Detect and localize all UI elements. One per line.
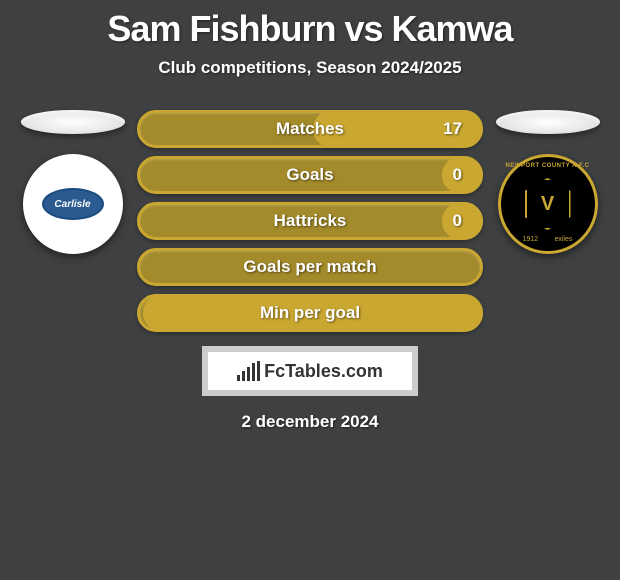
player-right-avatar — [496, 110, 600, 134]
club-badge-right-year: 1912 — [523, 236, 539, 243]
stat-right-value: 0 — [453, 211, 462, 231]
club-badge-right-bottom-text: 1912 exiles — [501, 236, 595, 243]
club-badge-right: NEWPORT COUNTY A.F.C V 1912 exiles — [498, 154, 598, 254]
club-badge-left-label: Carlisle — [42, 188, 104, 220]
stat-label: Matches — [276, 119, 344, 139]
stat-label: Hattricks — [274, 211, 347, 231]
stat-right-value: 17 — [443, 119, 462, 139]
watermark-logo: FcTables.com — [202, 346, 418, 396]
watermark-logo-text: FcTables.com — [264, 361, 383, 382]
club-badge-right-top-text: NEWPORT COUNTY A.F.C — [501, 163, 595, 169]
stat-label: Goals per match — [243, 257, 376, 277]
stat-bar: Hattricks 0 — [137, 202, 483, 240]
club-badge-right-shield: V — [525, 178, 571, 230]
comparison-card: Sam Fishburn vs Kamwa Club competitions,… — [0, 0, 620, 432]
stat-bar: Min per goal — [137, 294, 483, 332]
club-badge-left: Carlisle — [23, 154, 123, 254]
stats-column: Matches 17 Goals 0 Hattricks 0 Goals per match… — [137, 110, 483, 332]
page-title: Sam Fishburn vs Kamwa — [0, 8, 620, 50]
stat-label: Goals — [286, 165, 333, 185]
stat-bar-fill — [442, 156, 483, 194]
stat-label: Min per goal — [260, 303, 360, 323]
footer-date: 2 december 2024 — [0, 412, 620, 432]
content-area: Carlisle Matches17Goals0Hattricks0Goals … — [0, 110, 620, 332]
page-subtitle: Club competitions, Season 2024/2025 — [0, 58, 620, 78]
stat-bar-fill — [442, 202, 483, 240]
stat-bar: Goals 0 — [137, 156, 483, 194]
right-column: NEWPORT COUNTY A.F.C V 1912 exiles — [495, 110, 600, 254]
stat-bar: Goals per match — [137, 248, 483, 286]
stat-right-value: 0 — [453, 165, 462, 185]
left-column: Carlisle — [20, 110, 125, 254]
player-left-avatar — [21, 110, 125, 134]
chart-icon — [237, 361, 260, 381]
club-badge-right-exiles: exiles — [554, 236, 572, 243]
stat-bar: Matches 17 — [137, 110, 483, 148]
